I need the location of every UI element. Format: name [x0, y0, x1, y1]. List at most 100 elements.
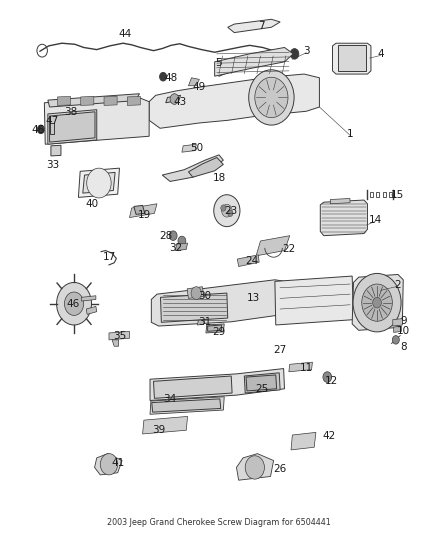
Polygon shape	[246, 375, 277, 391]
Text: 47: 47	[46, 116, 59, 126]
Circle shape	[64, 292, 84, 316]
Polygon shape	[237, 255, 259, 266]
Polygon shape	[320, 200, 367, 236]
Polygon shape	[208, 325, 222, 332]
Text: 50: 50	[190, 143, 203, 153]
Polygon shape	[166, 95, 180, 103]
Text: 2003 Jeep Grand Cherokee Screw Diagram for 6504441: 2003 Jeep Grand Cherokee Screw Diagram f…	[107, 518, 331, 527]
Text: 19: 19	[138, 211, 152, 221]
Polygon shape	[109, 332, 130, 340]
Text: 9: 9	[400, 316, 406, 326]
Text: 49: 49	[193, 82, 206, 92]
Polygon shape	[143, 416, 187, 434]
Polygon shape	[187, 287, 204, 298]
Text: 24: 24	[245, 256, 258, 266]
Polygon shape	[134, 205, 145, 214]
Text: 1: 1	[346, 128, 353, 139]
Circle shape	[228, 210, 233, 216]
Polygon shape	[215, 47, 293, 76]
Text: 33: 33	[46, 160, 60, 171]
Text: 17: 17	[102, 253, 116, 262]
Text: 41: 41	[111, 458, 124, 468]
Polygon shape	[352, 274, 403, 330]
Text: 18: 18	[212, 173, 226, 183]
Text: 7: 7	[258, 21, 265, 31]
Polygon shape	[95, 454, 122, 475]
Text: 29: 29	[212, 327, 226, 337]
Polygon shape	[150, 368, 285, 400]
Polygon shape	[57, 96, 71, 106]
Text: 34: 34	[163, 394, 177, 405]
Text: 32: 32	[170, 243, 183, 253]
Text: 4: 4	[377, 49, 384, 59]
Polygon shape	[81, 296, 96, 301]
Polygon shape	[130, 204, 157, 217]
Polygon shape	[206, 324, 224, 333]
Text: 2: 2	[394, 280, 400, 290]
Circle shape	[57, 282, 92, 325]
Polygon shape	[182, 144, 196, 152]
Polygon shape	[127, 96, 141, 106]
Circle shape	[178, 236, 186, 246]
Text: 26: 26	[273, 464, 287, 473]
Text: 39: 39	[152, 425, 166, 435]
Circle shape	[100, 454, 118, 475]
Text: 8: 8	[400, 342, 406, 352]
Text: 13: 13	[247, 293, 260, 303]
Text: 28: 28	[159, 231, 173, 241]
Polygon shape	[44, 96, 149, 144]
Text: 48: 48	[164, 73, 177, 83]
Polygon shape	[394, 326, 402, 333]
Text: 3: 3	[303, 46, 310, 56]
Text: 46: 46	[31, 125, 44, 135]
Circle shape	[37, 125, 44, 134]
Polygon shape	[256, 236, 290, 256]
Polygon shape	[197, 320, 205, 325]
Polygon shape	[188, 78, 199, 86]
Text: 31: 31	[198, 317, 212, 327]
Polygon shape	[86, 306, 97, 314]
Text: 5: 5	[215, 58, 223, 68]
Text: 23: 23	[225, 206, 238, 216]
Polygon shape	[244, 373, 280, 393]
Polygon shape	[149, 74, 319, 128]
Polygon shape	[332, 43, 371, 74]
Text: 14: 14	[369, 215, 382, 225]
Text: 44: 44	[119, 29, 132, 39]
Circle shape	[373, 297, 381, 308]
Polygon shape	[152, 399, 221, 412]
Text: 27: 27	[273, 345, 287, 356]
Circle shape	[353, 273, 401, 332]
Polygon shape	[48, 94, 140, 107]
Circle shape	[191, 287, 201, 300]
Polygon shape	[51, 146, 61, 156]
Text: 30: 30	[198, 290, 212, 301]
Polygon shape	[150, 397, 224, 414]
Polygon shape	[330, 198, 350, 204]
Polygon shape	[275, 276, 353, 325]
Polygon shape	[393, 319, 403, 326]
Circle shape	[169, 231, 177, 240]
Text: 46: 46	[66, 298, 79, 309]
Circle shape	[362, 284, 392, 321]
Polygon shape	[81, 96, 94, 106]
Polygon shape	[175, 243, 187, 251]
Text: 15: 15	[391, 190, 404, 200]
Text: 11: 11	[300, 362, 313, 373]
Circle shape	[245, 456, 265, 479]
Text: 43: 43	[173, 96, 186, 107]
Text: 25: 25	[255, 384, 268, 394]
Polygon shape	[160, 293, 228, 322]
Circle shape	[249, 70, 294, 125]
Circle shape	[159, 72, 166, 81]
Circle shape	[87, 168, 111, 198]
Text: 12: 12	[325, 376, 338, 386]
Polygon shape	[153, 376, 232, 398]
Circle shape	[221, 205, 226, 211]
Text: 40: 40	[85, 199, 98, 209]
Text: 10: 10	[397, 326, 410, 336]
Circle shape	[214, 195, 240, 227]
Polygon shape	[83, 172, 115, 193]
Polygon shape	[338, 45, 366, 71]
Polygon shape	[237, 454, 274, 480]
